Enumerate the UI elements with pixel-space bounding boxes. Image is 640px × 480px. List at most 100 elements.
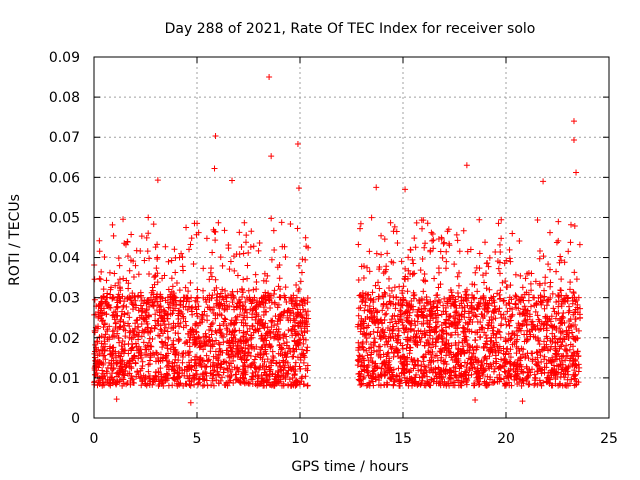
data-point — [428, 364, 435, 371]
data-point — [143, 234, 150, 241]
data-point — [201, 376, 208, 383]
data-point — [420, 358, 427, 365]
data-point — [300, 340, 307, 347]
data-point — [130, 306, 137, 313]
data-point — [157, 322, 164, 329]
data-point — [538, 320, 545, 327]
data-point — [178, 250, 185, 257]
data-point — [141, 257, 148, 264]
data-point — [136, 314, 143, 321]
data-point — [458, 348, 465, 355]
data-point — [105, 301, 112, 308]
data-point — [228, 294, 235, 301]
data-point — [281, 294, 288, 301]
data-point — [407, 335, 414, 342]
data-point — [237, 354, 244, 361]
data-point — [566, 380, 573, 387]
data-point — [402, 265, 409, 272]
data-point — [241, 367, 248, 374]
data-point — [187, 241, 194, 248]
data-point — [249, 360, 256, 367]
data-point — [253, 365, 260, 372]
data-point — [239, 294, 246, 301]
data-point — [454, 325, 461, 332]
data-point — [490, 379, 497, 386]
data-point — [399, 345, 406, 352]
data-point — [442, 320, 449, 327]
data-point — [417, 267, 424, 274]
data-point — [259, 356, 266, 363]
data-point — [181, 372, 188, 379]
data-point — [570, 290, 577, 297]
data-point — [442, 366, 449, 373]
data-point — [402, 326, 409, 333]
data-point — [243, 338, 250, 345]
data-point — [454, 273, 461, 280]
data-point — [378, 232, 385, 239]
data-point — [98, 318, 105, 325]
data-point — [498, 314, 505, 321]
data-point — [151, 281, 158, 288]
data-point — [462, 372, 469, 379]
data-point — [245, 342, 252, 349]
data-point — [153, 350, 160, 357]
data-point — [268, 215, 275, 222]
data-point — [293, 379, 300, 386]
data-point — [545, 296, 552, 303]
data-point — [207, 348, 214, 355]
data-point — [391, 223, 398, 230]
y-tick-label: 0.05 — [49, 210, 80, 226]
data-point — [233, 371, 240, 378]
data-point — [375, 324, 382, 331]
data-point — [154, 177, 161, 184]
data-point — [300, 350, 307, 357]
data-point — [410, 292, 417, 299]
data-point — [399, 322, 406, 329]
data-point — [391, 284, 398, 291]
x-axis: 0 5 10 15 20 25 — [90, 57, 618, 447]
data-point — [355, 344, 362, 351]
data-point — [261, 270, 268, 277]
data-point — [132, 320, 139, 327]
data-point — [543, 364, 550, 371]
data-point — [252, 353, 259, 360]
data-point — [379, 307, 386, 314]
data-point — [203, 352, 210, 359]
data-point — [404, 361, 411, 368]
data-point — [209, 249, 216, 256]
data-point — [559, 338, 566, 345]
data-point — [532, 334, 539, 341]
data-point — [127, 328, 134, 335]
data-point — [567, 341, 574, 348]
data-point — [467, 246, 474, 253]
data-point — [194, 286, 201, 293]
data-point — [158, 328, 165, 335]
data-point — [144, 342, 151, 349]
data-point — [365, 291, 372, 298]
data-point — [183, 381, 190, 388]
data-point — [112, 348, 119, 355]
data-point — [250, 286, 257, 293]
data-point — [165, 286, 172, 293]
data-point — [293, 294, 300, 301]
data-point — [388, 300, 395, 307]
data-point — [140, 339, 147, 346]
plot-frame — [93, 56, 610, 419]
data-point — [386, 299, 393, 306]
data-point — [263, 337, 270, 344]
data-point — [243, 337, 250, 344]
data-point — [469, 353, 476, 360]
data-point — [155, 382, 162, 389]
data-point — [242, 239, 249, 246]
data-point — [255, 247, 262, 254]
data-point — [283, 333, 290, 340]
data-point — [395, 353, 402, 360]
x-tick-label: 15 — [394, 431, 412, 447]
data-point — [276, 359, 283, 366]
data-point — [553, 239, 560, 246]
data-point — [540, 253, 547, 260]
data-point — [280, 312, 287, 319]
data-point — [543, 333, 550, 340]
data-point — [433, 292, 440, 299]
data-point — [464, 326, 471, 333]
